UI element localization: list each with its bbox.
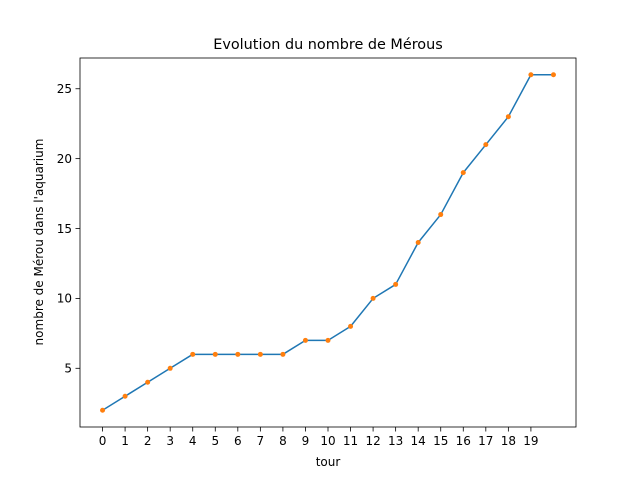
plot-frame [79, 57, 577, 428]
data-point [415, 240, 421, 245]
data-point [550, 72, 556, 78]
x-tick-label: 3 [166, 434, 174, 448]
x-tick-label: 14 [411, 434, 426, 448]
data-point [280, 351, 286, 357]
x-tick-label: 1 [121, 434, 129, 448]
x-tick-label: 5 [211, 434, 219, 448]
x-tick-label: 15 [433, 434, 448, 448]
series-line [101, 74, 555, 412]
x-tick-label: 2 [144, 434, 152, 448]
y-tick-label: 15 [57, 222, 72, 236]
x-tick-label: 7 [257, 434, 265, 448]
data-point [528, 72, 534, 78]
x-tick-label: 4 [189, 434, 197, 448]
data-point [505, 114, 511, 120]
data-point [325, 337, 331, 343]
x-tick-label: 18 [501, 434, 516, 448]
chart-title: Evolution du nombre de Mérous [213, 37, 442, 53]
data-point [393, 281, 399, 287]
data-point [212, 351, 218, 357]
data-point [370, 295, 376, 301]
x-tick-label: 10 [320, 434, 335, 448]
x-tick-label: 8 [279, 434, 287, 448]
y-tick-label: 5 [64, 362, 72, 376]
x-tick-label: 11 [343, 434, 358, 448]
data-point [302, 337, 308, 343]
x-tick-label: 9 [302, 434, 310, 448]
data-point [167, 365, 173, 371]
x-tick-label: 12 [365, 434, 380, 448]
data-point [438, 212, 444, 218]
data-point [145, 379, 151, 385]
y-tick-label: 25 [57, 82, 72, 96]
y-tick-label: 10 [57, 292, 72, 306]
data-point [100, 407, 106, 413]
y-axis-label: nombre de Mérou dans l'aquarium [32, 139, 46, 346]
data-point [235, 351, 241, 357]
x-tick-label: 6 [234, 434, 242, 448]
x-tick-label: 19 [523, 434, 538, 448]
y-tick-label: 20 [57, 152, 72, 166]
x-tick-label: 17 [478, 434, 493, 448]
x-tick-label: 13 [388, 434, 403, 448]
data-point [122, 393, 128, 399]
x-axis-label: tour [316, 455, 341, 469]
data-point [348, 323, 354, 329]
x-tick-label: 0 [99, 434, 107, 448]
data-point [190, 351, 196, 357]
data-point [460, 170, 466, 176]
data-point [257, 351, 263, 357]
x-tick-label: 16 [456, 434, 471, 448]
data-point [483, 142, 489, 148]
